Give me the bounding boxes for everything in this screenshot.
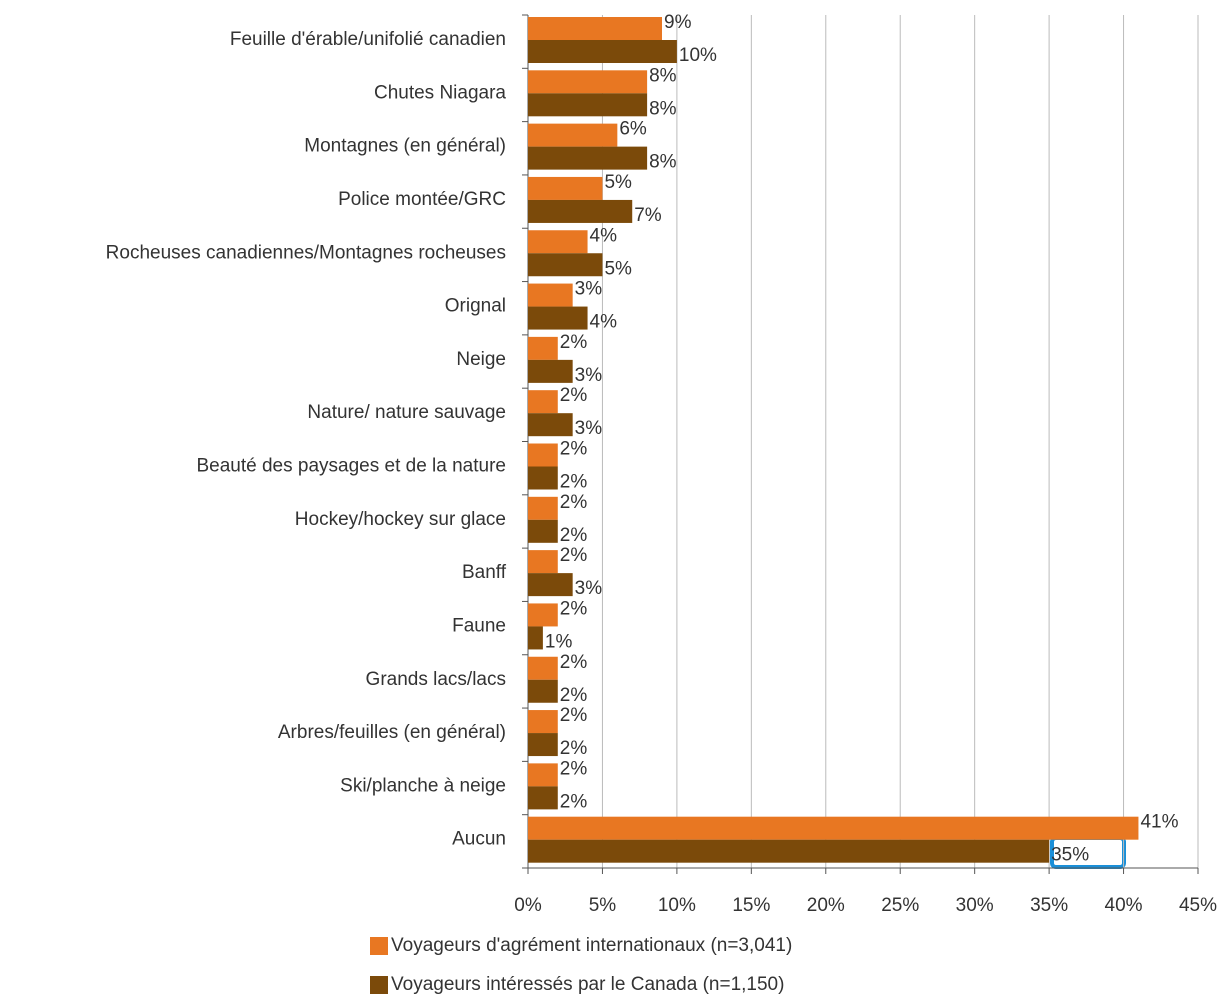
value-label: 2% [560,652,588,673]
y-tick-label: Police montée/GRC [338,189,506,210]
y-tick-label: Hockey/hockey sur glace [295,509,506,530]
y-tick-label: Ski/planche à neige [340,775,506,796]
legend-swatch [370,976,388,994]
bar [528,230,588,254]
value-label: 2% [560,472,588,493]
y-tick-label: Montagnes (en général) [304,136,506,157]
bar [528,573,573,597]
value-label: 2% [560,525,588,546]
value-label: 5% [604,172,632,193]
y-tick-label: Nature/ nature sauvage [307,402,506,423]
bar [528,359,573,383]
y-tick-label: Faune [452,615,506,636]
bar [528,626,543,650]
value-label: 2% [560,332,588,353]
bar [528,199,633,223]
bar [528,466,558,490]
value-label: 4% [590,312,618,333]
y-tick-label: Banff [462,562,507,583]
bar [528,70,648,94]
x-tick-label: 40% [1105,895,1143,916]
value-label: 3% [575,365,603,386]
legend-label: Voyageurs intéressés par le Canada (n=1,… [391,974,784,995]
x-tick-label: 25% [881,895,919,916]
bar [528,679,558,703]
value-label: 2% [560,791,588,812]
value-label: 2% [560,758,588,779]
value-label: 5% [604,258,632,279]
bar [528,733,558,757]
bar [528,763,558,787]
y-tick-label: Rocheuses canadiennes/Montagnes rocheuse… [106,242,506,263]
y-tick-label: Orignal [445,296,506,317]
bar [528,123,618,147]
bar [528,839,1050,863]
bar [528,710,558,734]
bar [528,603,558,627]
value-label: 3% [575,279,603,300]
value-label: 8% [649,98,677,119]
value-label: 2% [560,685,588,706]
bar [528,550,558,574]
value-label: 9% [664,12,692,33]
bar [528,443,558,467]
y-tick-label: Neige [456,349,506,370]
value-label: 8% [649,152,677,173]
value-label: 2% [560,738,588,759]
y-tick-label: Aucun [452,829,506,850]
bar [528,93,648,117]
value-label: 6% [619,119,647,140]
x-tick-label: 15% [732,895,770,916]
bar [528,816,1139,840]
x-tick-label: 45% [1179,895,1217,916]
legend-swatch [370,937,388,955]
value-label: 3% [575,578,603,599]
x-tick-label: 0% [514,895,542,916]
y-tick-label: Arbres/feuilles (en général) [278,722,506,743]
bar [528,146,648,170]
bar [528,496,558,520]
bar [528,176,603,200]
bar [528,786,558,810]
bar [528,390,558,414]
y-tick-label: Feuille d'érable/unifolié canadien [230,29,506,50]
legend-label: Voyageurs d'agrément internationaux (n=3… [391,935,792,956]
x-tick-label: 5% [589,895,617,916]
bar [528,17,662,40]
y-tick-label: Grands lacs/lacs [366,669,506,690]
value-label: 2% [560,439,588,460]
bar [528,656,558,680]
bar [528,40,677,63]
value-label: 10% [679,45,717,66]
bar [528,336,558,360]
value-label: 8% [649,65,677,86]
value-label: 35% [1051,845,1089,866]
bar [528,283,573,307]
y-tick-label: Chutes Niagara [374,82,506,103]
value-label: 4% [590,225,618,246]
bar [528,306,588,330]
x-tick-label: 20% [807,895,845,916]
value-label: 1% [545,631,573,652]
value-label: 2% [560,705,588,726]
value-label: 7% [634,205,662,226]
value-label: 2% [560,545,588,566]
value-label: 41% [1140,812,1178,833]
x-tick-label: 30% [956,895,994,916]
bar [528,253,603,277]
y-tick-label: Beauté des paysages et de la nature [196,456,506,477]
bar [528,519,558,543]
x-tick-label: 35% [1030,895,1068,916]
value-label: 3% [575,418,603,439]
value-label: 2% [560,385,588,406]
value-label: 2% [560,598,588,619]
value-label: 2% [560,492,588,513]
x-tick-label: 10% [658,895,696,916]
bar [528,413,573,437]
